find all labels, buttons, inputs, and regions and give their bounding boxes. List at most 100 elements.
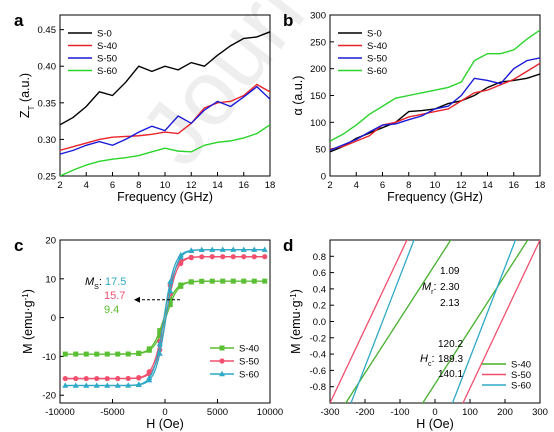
panel-c-marker-s-40 xyxy=(262,278,268,284)
panel-d-y-tick-label: -0.4 xyxy=(310,350,326,361)
panel-b-x-tick-label: 8 xyxy=(406,180,411,191)
panel-b-y-tick-label: 0 xyxy=(321,172,326,183)
panel-c-marker-s-40 xyxy=(136,350,142,356)
panel-b-axes: 2 4 6 8 10 12 14 16 18 0 50 100 150 200 250 300 b S-0S-40… xyxy=(283,11,545,205)
panel-d-branch-right-s-60 xyxy=(451,240,517,403)
panel-a-plot-frame xyxy=(59,14,271,177)
panel-c-legend-label-s-60: S-60 xyxy=(239,370,259,381)
panel-d-branch-left-s-50 xyxy=(330,240,408,403)
panel-b-y-tick-label: 200 xyxy=(310,64,326,75)
panel-c-marker-s-50 xyxy=(241,254,247,260)
panel-c-ms-value-s50: 15.7 xyxy=(104,290,125,302)
panel-c-marker-s-50 xyxy=(104,375,110,382)
panel-c-marker-s-50 xyxy=(73,375,79,382)
panel-a-y-tick-label: 0.40 xyxy=(38,62,57,73)
panel-a-x-tick-label: 18 xyxy=(265,180,276,191)
panel-c-ms-value-s40: 9.4 xyxy=(104,304,119,316)
panel-b-x-axis-label: Frequency (GHz) xyxy=(387,190,483,204)
panel-c-curve-down-s-50 xyxy=(65,256,265,380)
panel-d-x-tick-label: -300 xyxy=(320,407,339,418)
panel-d-branch-right-s-40 xyxy=(421,240,529,403)
panel-c-marker-s-40 xyxy=(241,278,247,284)
panel-d-y-tick-label: 0.4 xyxy=(313,284,326,295)
panel-d-branch-left-s-40 xyxy=(344,240,452,403)
panel-c-y-tick-label: -20 xyxy=(42,391,56,402)
panel-c-x-tick-label: -5000 xyxy=(100,407,124,418)
panel-d-y-axis-label-part: -1 xyxy=(289,293,298,301)
panel-a-y-axis-label: ZT (a.u.) xyxy=(18,73,36,118)
panel-d-x-tick-label: 300 xyxy=(532,407,548,418)
panel-d-mr-label: Mr: xyxy=(422,281,437,296)
panel-b-y-tick-label: 150 xyxy=(310,91,326,102)
panel-a-y-tick-label: 0.45 xyxy=(38,25,57,36)
panel-c-x-tick-label: -10000 xyxy=(45,407,75,418)
panel-d-y-axis-label-part: ) xyxy=(289,289,303,293)
panel-b-x-tick-label: 12 xyxy=(456,180,467,191)
panel-c-marker-s-40 xyxy=(230,278,236,284)
panel-d-y-tick-label: 0.2 xyxy=(313,301,326,312)
panel-d-y-tick-label: 0.6 xyxy=(313,268,326,279)
panel-c-marker-s-50 xyxy=(209,254,215,260)
panel-a-y-tick-label: 0.25 xyxy=(38,172,57,183)
panel-d-y-tick-label: 0.0 xyxy=(313,317,326,328)
panel-c-marker-s-60 xyxy=(188,247,195,253)
panel-a-y-tick-label: 0.30 xyxy=(38,135,57,146)
panel-c-y-axis-label: M (emu·g-1) xyxy=(21,289,36,354)
panel-a-y-axis-label-part: Z xyxy=(18,110,32,118)
panel-c-legend-label-s-50: S-50 xyxy=(239,357,259,368)
panel-c-marker-s-50 xyxy=(83,375,89,382)
panel-c-y-axis-label-part: M (emu·g xyxy=(21,300,35,354)
panel-b-series-s-50 xyxy=(330,57,540,151)
panel-c-marker-s-60 xyxy=(62,382,69,388)
panel-c-marker-s-60 xyxy=(177,251,184,258)
panel-c-curve-down-s-60 xyxy=(65,249,265,387)
panel-d-legend-label-s-60: S-60 xyxy=(511,381,531,392)
panel-c-ms-annotation-part: : xyxy=(99,276,105,288)
panel-c-marker-s-60 xyxy=(125,382,132,388)
panel-d-y-axis-label-part: M (emu·g xyxy=(289,300,303,354)
panel-c-marker-s-40 xyxy=(83,351,89,357)
panel-c-marker-s-40 xyxy=(209,278,215,284)
panel-d-y-axis-label: M (emu·g-1) xyxy=(289,289,304,354)
panel-b-series-s-0 xyxy=(330,73,540,153)
panel-b-y-axis-label: α (a.u.) xyxy=(291,76,305,116)
panel-b-panel-letter: b xyxy=(283,11,293,30)
panel-c-panel-letter: c xyxy=(14,236,23,255)
panel-c-y-tick-label: 0 xyxy=(51,313,56,324)
panel-c-marker-s-40 xyxy=(115,351,121,357)
panel-c-marker-s-50 xyxy=(188,254,194,260)
panel-a-series-s-50 xyxy=(60,85,270,155)
panel-a-x-tick-label: 16 xyxy=(238,180,249,191)
panel-c-marker-s-50 xyxy=(62,375,68,382)
panel-d-mr-value-s60: 2.13 xyxy=(440,298,460,309)
panel-c-marker-s-50 xyxy=(115,375,121,382)
panel-c-marker-s-40 xyxy=(167,297,173,303)
panel-d-x-tick-label: 200 xyxy=(497,407,513,418)
panel-a-legend-label-s-0: S-0 xyxy=(97,29,112,40)
panel-c-marker-s-40 xyxy=(94,351,100,357)
panel-d-x-tick-label: 0 xyxy=(432,407,437,418)
panel-c-marker-s-40 xyxy=(125,351,131,357)
panel-c-marker-s-60 xyxy=(240,246,247,252)
panel-c-ms-annotation: MS: 17.5 xyxy=(85,276,126,291)
panel-a-x-tick-label: 12 xyxy=(186,180,197,191)
panel-c-marker-s-40 xyxy=(104,351,110,357)
panel-b-legend-label-s-40: S-40 xyxy=(367,41,387,52)
panel-c-marker-s-60 xyxy=(167,278,174,284)
panel-d-hc-label-part: c xyxy=(428,361,432,368)
panel-c-y-axis-label-part: ) xyxy=(21,289,35,293)
panel-c-marker-s-60 xyxy=(219,246,226,252)
panel-a-x-tick-label: 4 xyxy=(84,180,89,191)
panel-a-legend-label-s-60: S-60 xyxy=(97,66,117,77)
panel-a-axes: 2 4 6 8 10 12 14 16 180.250.300.350.400.45aS-0S-… xyxy=(14,11,275,204)
panel-d-mr-value-s50: 2.30 xyxy=(440,282,460,293)
panel-c-marker-s-60 xyxy=(230,246,237,252)
panel-c-y-tick-label: 10 xyxy=(45,274,56,285)
panel-c-marker-s-60 xyxy=(209,246,216,252)
panel-c-legend-marker xyxy=(219,345,225,351)
panel-b-x-tick-label: 6 xyxy=(380,180,385,191)
panel-c-marker-s-60 xyxy=(167,288,174,294)
panel-b-legend-label-s-60: S-60 xyxy=(367,66,387,77)
panel-b-y-tick-label: 100 xyxy=(310,118,326,129)
panel-c-marker-s-60 xyxy=(156,350,163,356)
